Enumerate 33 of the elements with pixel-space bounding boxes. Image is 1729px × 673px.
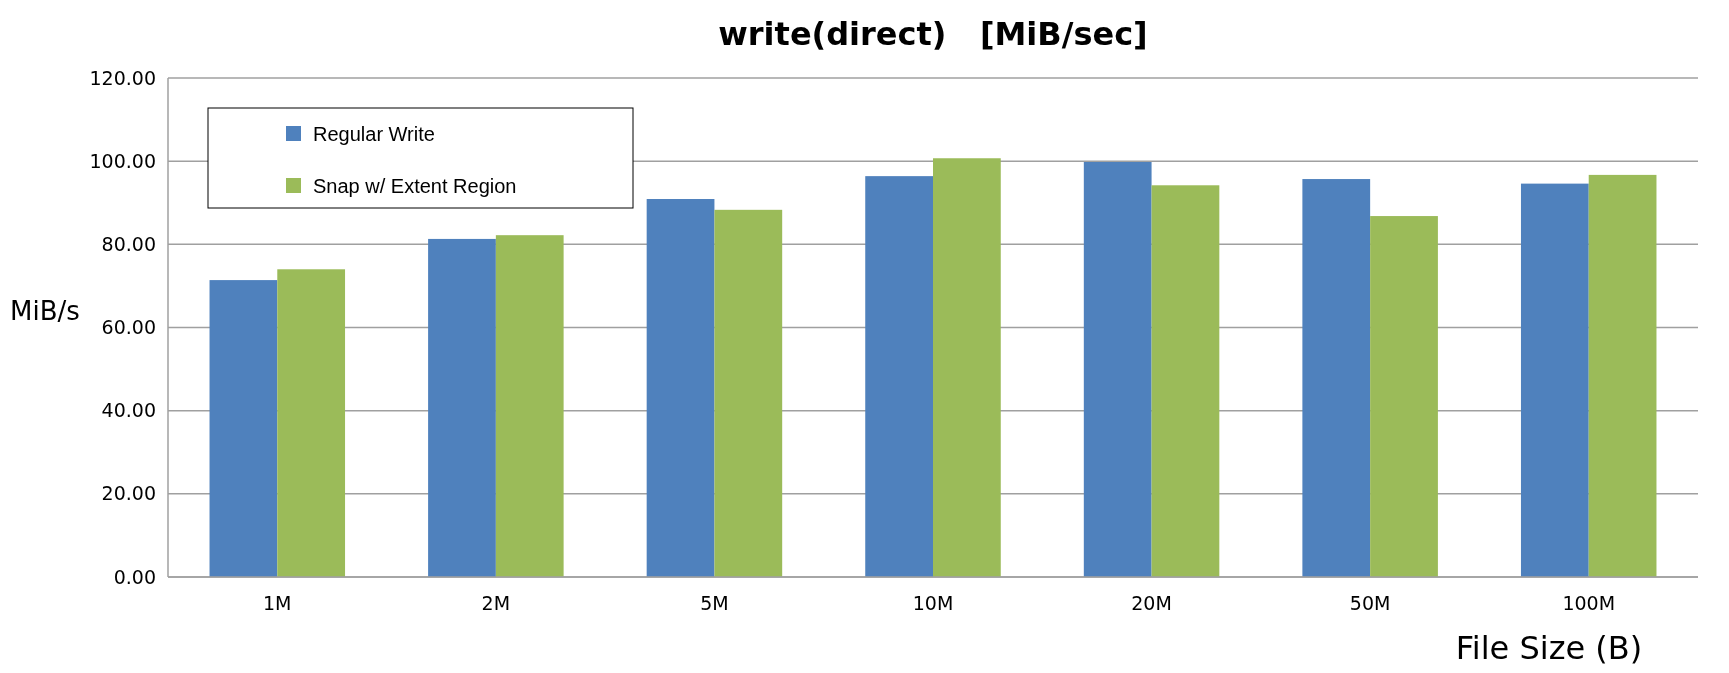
y-tick-label: 0.00 [113,565,156,588]
x-tick-label: 5M [700,592,729,614]
chart-title: write(direct) [MiB/sec] [718,15,1148,53]
y-tick-label: 100.00 [89,149,156,172]
bar [428,238,496,577]
x-tick-label: 20M [1131,592,1172,614]
bar [277,269,346,577]
x-tick-label: 50M [1349,592,1391,614]
bar [865,176,933,577]
y-axis-title: MiB/s [10,295,80,326]
bar [1588,174,1657,577]
bar [209,280,278,577]
x-tick-label: 2M [481,592,511,614]
legend-label: Regular Write [313,123,435,145]
bar [1520,183,1589,577]
bar [714,209,783,577]
bar [1370,216,1438,577]
y-tick-label: 40.00 [101,399,156,422]
y-tick-label: 20.00 [101,482,156,505]
bar [646,199,715,577]
x-tick-label: 10M [912,592,954,614]
bar [1151,185,1220,577]
bar [495,235,564,577]
x-tick-label: 100M [1562,592,1616,614]
bar [1083,162,1152,577]
bar [1302,179,1371,577]
y-tick-label: 120.00 [89,66,156,89]
y-tick-label: 80.00 [101,232,156,255]
bar [933,158,1001,577]
y-tick-label: 60.00 [101,316,156,339]
x-tick-label: 1M [263,592,292,614]
legend-label: Snap w/ Extent Region [313,175,517,197]
x-axis-title: File Size (B) [1455,629,1643,667]
